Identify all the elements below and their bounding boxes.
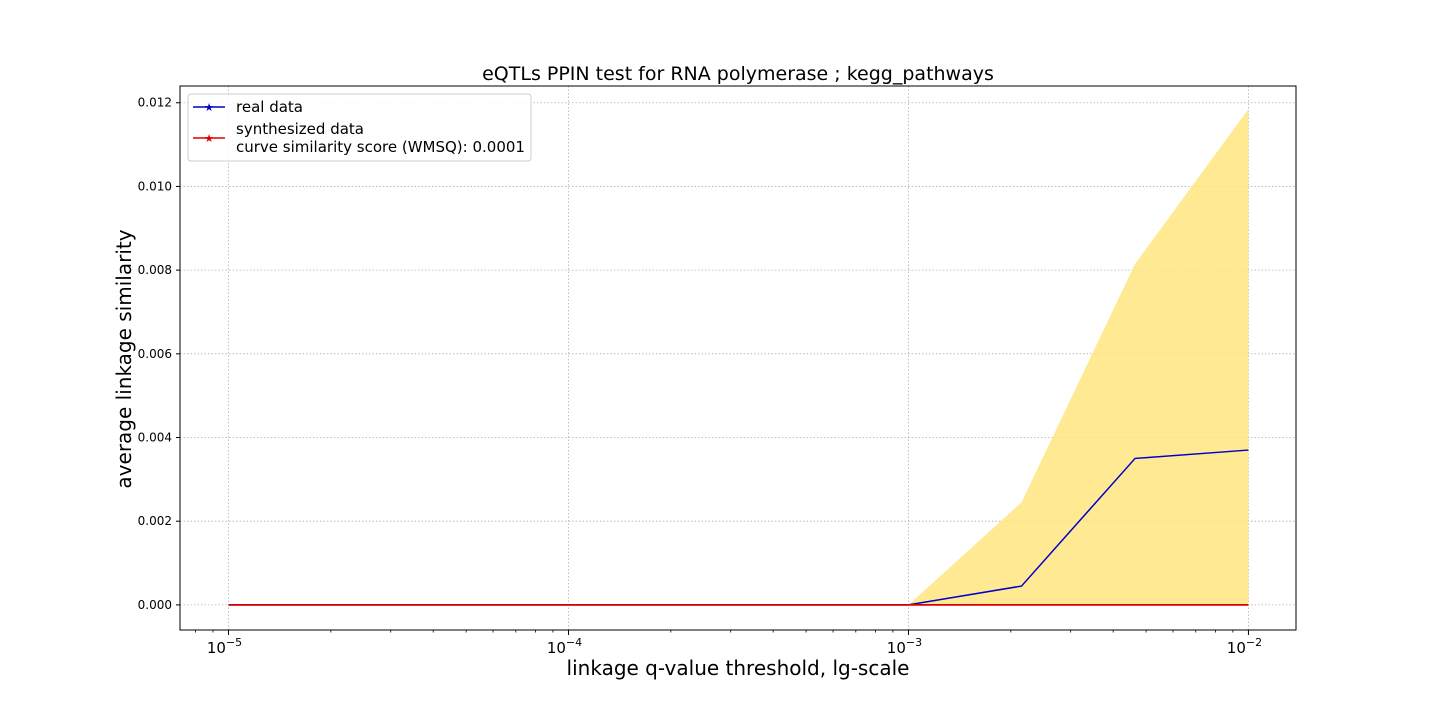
legend-real-label: real data [236, 98, 303, 116]
legend-box [187, 93, 532, 162]
x-tick-base: 10 [1227, 639, 1246, 657]
y-axis-label: average linkage similarity [112, 229, 136, 488]
y-tick-label: 0.008 [138, 263, 172, 277]
chart-title: eQTLs PPIN test for RNA polymerase ; keg… [482, 63, 994, 85]
confidence-band [228, 109, 1249, 605]
y-tick-label: 0.010 [138, 179, 172, 193]
legend: ★ real data ★ synthesized data curve sim… [187, 93, 532, 162]
plot-frame [179, 85, 1297, 631]
x-tick-label: 10−5 [207, 636, 242, 657]
x-axis-label: linkage q-value threshold, lg-scale [567, 656, 910, 680]
y-tick-label: 0.000 [138, 598, 172, 612]
x-tick-exponent: −5 [226, 636, 242, 649]
y-tick-label: 0.002 [138, 514, 172, 528]
x-tick-label: 10−4 [547, 636, 582, 657]
y-tick-label: 0.012 [138, 96, 172, 110]
band-layer [228, 109, 1249, 605]
x-tick-exponent: −2 [1246, 636, 1262, 649]
legend-real-marker: ★ [204, 101, 214, 114]
y-tick-label: 0.006 [138, 347, 172, 361]
legend-synth-label: synthesized data [236, 120, 364, 138]
legend-score-note: curve similarity score (WMSQ): 0.0001 [236, 138, 525, 156]
x-tick-base: 10 [207, 639, 226, 657]
x-tick-base: 10 [887, 639, 906, 657]
x-tick-exponent: −4 [566, 636, 582, 649]
x-tick-label: 10−3 [887, 636, 922, 657]
legend-synth-marker: ★ [204, 132, 214, 145]
x-tick-label: 10−2 [1227, 636, 1262, 657]
x-tick-base: 10 [547, 639, 566, 657]
x-tick-exponent: −3 [906, 636, 922, 649]
series-layer [228, 449, 1249, 606]
y-tick-label: 0.004 [138, 431, 172, 445]
